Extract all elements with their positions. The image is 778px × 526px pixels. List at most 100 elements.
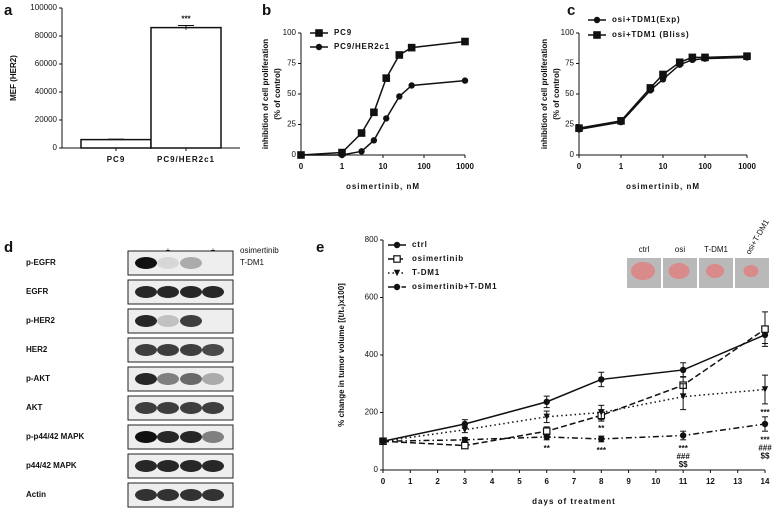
panel-label: d xyxy=(4,239,13,256)
series-line xyxy=(578,55,748,129)
y-tick-label: 800 xyxy=(365,235,379,244)
y-tick-label: 25 xyxy=(287,120,296,129)
marker xyxy=(407,43,416,52)
marker xyxy=(379,438,387,445)
x-tick-label: 7 xyxy=(572,477,577,486)
marker xyxy=(598,409,605,416)
x-tick-label: 1 xyxy=(408,477,413,486)
series-line xyxy=(578,56,748,131)
y-tick-label: 60000 xyxy=(35,59,58,68)
blot-band xyxy=(180,373,202,385)
blot-band xyxy=(157,489,179,501)
annotation: ** xyxy=(598,424,605,433)
y-tick-label: 80000 xyxy=(35,31,58,40)
y-tick-label: 20000 xyxy=(35,115,58,124)
blot-band xyxy=(180,315,202,327)
marker xyxy=(701,53,709,62)
blot-band xyxy=(135,373,157,385)
legend-label: osimertinib xyxy=(412,254,464,263)
row-label: p-p44/42 MAPK xyxy=(26,432,84,441)
x-tick-label: 3 xyxy=(463,477,468,486)
x-tick-label: 10 xyxy=(379,162,388,171)
marker xyxy=(679,432,687,439)
annotation: *** xyxy=(760,435,770,444)
annotation: $$ xyxy=(679,460,688,469)
y-tick-label: 100 xyxy=(561,28,575,37)
blot-band xyxy=(135,489,157,501)
x-tick-label: 0 xyxy=(381,477,386,486)
row-label: Actin xyxy=(26,490,46,499)
marker xyxy=(382,74,391,82)
marker xyxy=(461,37,469,46)
x-tick-label: PC9 xyxy=(107,155,126,164)
legend-label: T-DM1 xyxy=(412,268,440,277)
panel-label: a xyxy=(4,2,13,19)
marker xyxy=(370,108,378,117)
series-line xyxy=(300,40,466,156)
annotation: *** xyxy=(760,408,770,417)
marker xyxy=(461,420,469,428)
blot-band xyxy=(157,257,179,269)
y-tick-label: 50 xyxy=(565,89,574,98)
marker xyxy=(543,433,550,441)
x-axis-label: days of treatment xyxy=(532,497,616,506)
series-line xyxy=(382,334,766,442)
marker xyxy=(370,137,378,144)
blot-band xyxy=(202,431,224,443)
blot-band xyxy=(180,344,202,356)
marker xyxy=(659,70,667,79)
annotation: *** xyxy=(597,446,607,455)
blot-band xyxy=(157,344,179,356)
y-tick-label: 75 xyxy=(287,59,296,68)
y-tick-label: 0 xyxy=(374,465,379,474)
y-tick-label: 0 xyxy=(292,150,297,159)
inset-label: osi xyxy=(675,245,685,254)
row-label: p44/42 MAPK xyxy=(26,461,77,470)
marker xyxy=(395,51,404,59)
y-axis-label: % change in tumor volume [(t/t₀)x100] xyxy=(337,283,346,427)
x-tick-label: 8 xyxy=(599,477,604,486)
series-line xyxy=(382,423,766,442)
x-tick-label: 0 xyxy=(577,162,582,171)
annotation: ### xyxy=(758,443,772,452)
annotation: $$ xyxy=(761,451,770,460)
row-label: AKT xyxy=(26,403,43,412)
legend-marker xyxy=(593,31,601,39)
blot-band xyxy=(202,402,224,414)
blot-band xyxy=(180,489,202,501)
blot-band xyxy=(135,460,157,472)
marker xyxy=(461,436,469,444)
blot-band xyxy=(135,431,157,443)
row-label: HER2 xyxy=(26,345,48,354)
series-line xyxy=(382,388,766,442)
x-tick-label: 5 xyxy=(517,477,522,486)
marker xyxy=(617,117,625,125)
marker xyxy=(646,84,655,92)
legend-label: PC9 xyxy=(334,28,352,37)
blot-band xyxy=(202,460,224,472)
blot-band xyxy=(135,315,157,327)
y-tick-label: 100 xyxy=(283,28,297,37)
marker xyxy=(383,115,390,122)
series-line xyxy=(301,79,466,156)
legend-marker xyxy=(393,269,401,277)
legend-marker xyxy=(593,16,601,24)
x-tick-label: 2 xyxy=(435,477,440,486)
marker xyxy=(461,426,469,433)
x-tick-label: 1 xyxy=(619,162,624,171)
y-tick-label: 75 xyxy=(565,59,574,68)
marker xyxy=(461,77,469,84)
blot-band xyxy=(202,344,224,356)
x-tick-label: 4 xyxy=(490,477,495,486)
x-tick-label: 6 xyxy=(544,477,549,486)
blot-band xyxy=(157,315,179,327)
treatment-name: osimertinib xyxy=(240,246,279,255)
x-tick-label: PC9/HER2c1 xyxy=(157,155,215,164)
y-tick-label: 200 xyxy=(365,408,379,417)
legend-label: osimertinib+T-DM1 xyxy=(412,282,497,291)
legend-label: osi+TDM1(Exp) xyxy=(612,15,680,24)
marker xyxy=(761,386,769,393)
marker xyxy=(358,148,365,155)
marker xyxy=(461,441,469,450)
